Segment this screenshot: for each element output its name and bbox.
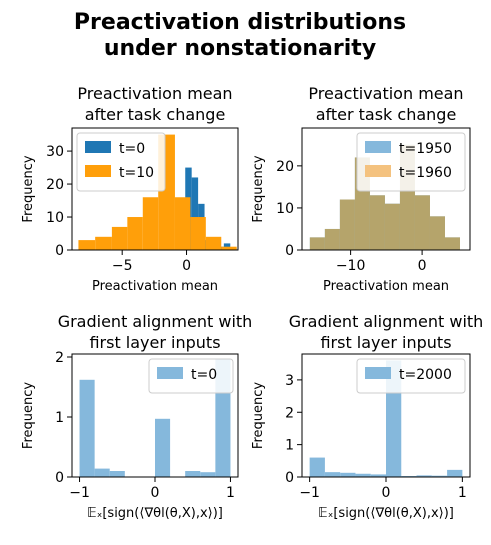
y-axis-label: Frequency <box>251 155 266 222</box>
charts-container: Preactivation mean after task change −5 0 0 1… <box>21 84 483 521</box>
legend-label: t=0 <box>191 367 217 383</box>
chart-title-line: Preactivation mean <box>77 84 232 103</box>
histogram-bar <box>185 471 201 477</box>
x-tick-label: 0 <box>418 258 427 274</box>
chart-4: Gradient alignment with first layer input… <box>251 312 483 521</box>
axes-frame <box>71 127 239 251</box>
y-tick-label: 2 <box>55 350 64 366</box>
chart-title-line: first layer inputs <box>89 333 220 352</box>
y-tick-label: 10 <box>276 201 294 217</box>
histogram-bar <box>309 457 325 477</box>
legend: t=2000 <box>356 358 466 394</box>
x-tick-label: −10 <box>336 258 366 274</box>
histogram-bar <box>369 195 385 250</box>
x-tick-label: 1 <box>226 485 235 501</box>
histogram-bar <box>221 246 237 250</box>
y-tick-label: 1 <box>285 438 294 454</box>
histogram-bar <box>370 474 386 477</box>
legend: t=1950 t=1960 <box>356 132 466 192</box>
x-tick-label: 0 <box>382 485 391 501</box>
y-axis-label: Frequency <box>21 382 36 449</box>
histogram-bar <box>200 472 216 477</box>
y-tick-label: 0 <box>285 470 294 486</box>
histogram-bar <box>190 217 206 250</box>
y-tick-label: 3 <box>285 373 294 389</box>
legend-swatch <box>365 367 391 379</box>
legend-swatch <box>85 165 111 177</box>
y-axis-label: Frequency <box>21 155 36 222</box>
x-axis-label: 𝔼ₓ[sign(⟨∇θl(θ,X),x⟩)] <box>318 506 454 521</box>
x-axis-label: Preactivation mean <box>92 279 218 294</box>
y-tick-label: 0 <box>55 470 64 486</box>
y-tick-label: 30 <box>46 144 64 160</box>
x-tick-label: 0 <box>151 485 160 501</box>
legend-label: t=0 <box>119 141 145 157</box>
axes-frame <box>301 127 471 251</box>
y-tick-label: 20 <box>276 159 294 175</box>
legend-swatch <box>157 367 183 379</box>
histogram-bar <box>324 472 341 477</box>
legend-label: t=1950 <box>399 141 452 157</box>
y-tick-label: 0 <box>55 243 64 259</box>
chart-title-line: first layer inputs <box>320 333 451 352</box>
histogram-bar <box>142 197 159 250</box>
histogram-bar <box>416 475 432 477</box>
x-tick-label: 0 <box>182 258 191 274</box>
y-tick-label: 20 <box>46 177 64 193</box>
x-tick-label: −1 <box>69 485 90 501</box>
histogram-bar <box>155 418 171 477</box>
chart-2: Preactivation mean after task change −10 0 0… <box>251 84 471 294</box>
histogram-bar <box>95 236 112 250</box>
histogram-bar <box>109 471 125 477</box>
histogram-bar <box>431 475 448 477</box>
histogram-bar <box>205 236 222 250</box>
chart-title-line: Gradient alignment with <box>58 312 253 331</box>
histogram-bar <box>191 177 199 250</box>
y-tick-label: 1 <box>55 410 64 426</box>
chart-title-line: Gradient alignment with <box>289 312 484 331</box>
x-axis-label: Preactivation mean <box>323 279 449 294</box>
legend-swatch <box>85 141 111 153</box>
legend-label: t=1960 <box>399 165 452 181</box>
histogram-bar <box>111 226 128 250</box>
histogram-bar <box>79 379 95 477</box>
histogram-bar <box>447 469 463 477</box>
histogram-bar <box>444 237 460 250</box>
suptitle-line-2: under nonstationarity <box>104 36 376 61</box>
chart-title-line: after task change <box>316 105 457 124</box>
histogram-bar <box>355 473 371 477</box>
histogram-bar <box>340 472 356 477</box>
histogram-bar <box>384 203 400 250</box>
chart-title-line: after task change <box>85 105 226 124</box>
chart-1: Preactivation mean after task change −5 0 0 1… <box>21 84 239 294</box>
histogram-bar <box>94 468 110 477</box>
legend-swatch <box>365 141 391 153</box>
x-tick-label: −5 <box>112 258 133 274</box>
y-tick-label: 2 <box>285 405 294 421</box>
y-tick-label: 10 <box>46 210 64 226</box>
histogram-bar <box>174 197 191 250</box>
suptitle-line-1: Preactivation distributions <box>74 10 406 35</box>
y-tick-label: 0 <box>285 243 294 259</box>
histogram-bar <box>429 216 445 250</box>
y-axis-label: Frequency <box>251 382 266 449</box>
legend-label: t=10 <box>119 165 154 181</box>
chart-3: Gradient alignment with first layer input… <box>21 312 252 521</box>
x-tick-label: −1 <box>299 485 320 501</box>
x-axis-label: 𝔼ₓ[sign(⟨∇θl(θ,X),x⟩)] <box>87 506 223 521</box>
histogram-bar <box>78 240 96 250</box>
histogram-bar <box>309 237 325 250</box>
legend-swatch <box>365 165 391 177</box>
legend: t=0 t=10 <box>76 132 166 192</box>
histogram-bar <box>324 228 340 250</box>
histogram-bar <box>414 195 430 250</box>
legend-label: t=2000 <box>399 367 452 383</box>
histogram-bar <box>339 199 355 250</box>
legend: t=0 <box>148 358 234 394</box>
x-tick-label: 1 <box>458 485 467 501</box>
chart-title-line: Preactivation mean <box>308 84 463 103</box>
histogram-bar <box>127 217 143 250</box>
